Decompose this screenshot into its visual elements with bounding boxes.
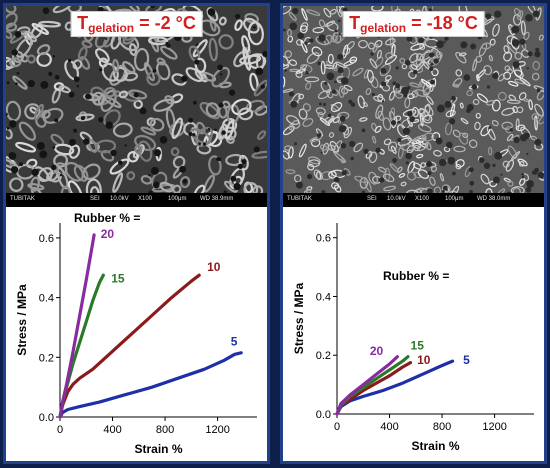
- sem-info-field: TUBITAK: [287, 196, 312, 202]
- sem-info-field: TUBITAK: [10, 196, 35, 202]
- rubber-annotation: Rubber % =: [383, 269, 450, 283]
- rubber-annotation: Rubber % =: [74, 211, 141, 225]
- stress-strain-chart: 0.0 0.2 0.4 0.6 0 400 800 1200 Strain % Stress / …: [6, 207, 267, 461]
- y-tick-label: 0.4: [316, 291, 331, 303]
- gelation-temperature-label: Tgelation = -2 °C: [70, 11, 203, 37]
- right-panel: Tgelation = -18 °C TUBITAK SEI 10.0kV X1…: [280, 3, 547, 464]
- series-label-5: 5: [231, 334, 238, 348]
- scale-bar-label: 100μm: [168, 196, 187, 202]
- left-panel: Tgelation = -2 °C TUBITAK SEI 10.0kV X10…: [3, 3, 270, 464]
- series-line-10: [58, 273, 201, 419]
- sem-info-field: X100: [415, 196, 430, 202]
- sem-info-field: X100: [138, 196, 153, 202]
- series-label-15: 15: [411, 338, 425, 352]
- gelation-temperature-label: Tgelation = -18 °C: [342, 11, 485, 37]
- sem-info-bar: TUBITAK SEI 10.0kV X100 100μm WD 38.9mm: [6, 193, 267, 207]
- series-label-10: 10: [207, 260, 221, 274]
- y-tick-label: 0.4: [39, 293, 54, 305]
- series-label-10: 10: [417, 353, 431, 367]
- x-tick-label: 400: [103, 424, 121, 436]
- x-tick-label: 0: [57, 424, 63, 436]
- y-tick-label: 0.6: [39, 233, 54, 245]
- series-line-5: [58, 351, 243, 419]
- sem-info-field: 10.0kV: [387, 196, 406, 202]
- sem-info-bar: TUBITAK SEI 10.0kV X100 100μm WD 38.0mm: [283, 193, 544, 207]
- x-tick-label: 1200: [482, 421, 506, 433]
- x-tick-label: 1200: [205, 424, 229, 436]
- y-tick-label: 0.2: [316, 350, 331, 362]
- chart-svg: 0.0 0.2 0.4 0.6 0 400 800 1200 Strain % Stress / …: [292, 223, 534, 453]
- y-tick-label: 0.0: [39, 412, 54, 424]
- stress-strain-chart: 0.0 0.2 0.4 0.6 0 400 800 1200 Strain % Stress / …: [283, 207, 544, 461]
- y-axis-label: Stress / MPa: [292, 282, 306, 354]
- sem-info-field: WD 38.0mm: [477, 196, 511, 202]
- sem-micrograph: Tgelation = -18 °C TUBITAK SEI 10.0kV X1…: [283, 6, 544, 207]
- sem-texture: [283, 6, 544, 207]
- series-label-15: 15: [111, 272, 125, 286]
- x-axis-label: Strain %: [411, 439, 459, 453]
- series-label-5: 5: [463, 353, 470, 367]
- series-line-5: [335, 359, 455, 416]
- scale-bar-label: 100μm: [445, 196, 464, 202]
- sem-info-field: WD 38.9mm: [200, 196, 234, 202]
- sem-micrograph: Tgelation = -2 °C TUBITAK SEI 10.0kV X10…: [6, 6, 267, 207]
- x-tick-label: 800: [433, 421, 451, 433]
- series-label-20: 20: [101, 227, 115, 241]
- sem-info-field: SEI: [367, 196, 377, 202]
- x-axis-label: Strain %: [134, 442, 182, 456]
- series-line-20: [335, 355, 400, 416]
- x-tick-label: 400: [380, 421, 398, 433]
- y-tick-label: 0.6: [316, 233, 331, 245]
- x-tick-label: 0: [334, 421, 340, 433]
- y-tick-label: 0.2: [39, 352, 54, 364]
- y-axis-label: Stress / MPa: [15, 284, 29, 356]
- sem-info-field: SEI: [90, 196, 100, 202]
- chart-svg: 0.0 0.2 0.4 0.6 0 400 800 1200 Strain % Stress / …: [15, 223, 257, 456]
- series-line-10: [335, 361, 413, 416]
- x-tick-label: 800: [156, 424, 174, 436]
- sem-info-field: 10.0kV: [110, 196, 129, 202]
- series-label-20: 20: [370, 344, 384, 358]
- y-tick-label: 0.0: [316, 409, 331, 421]
- series-line-20: [58, 233, 96, 419]
